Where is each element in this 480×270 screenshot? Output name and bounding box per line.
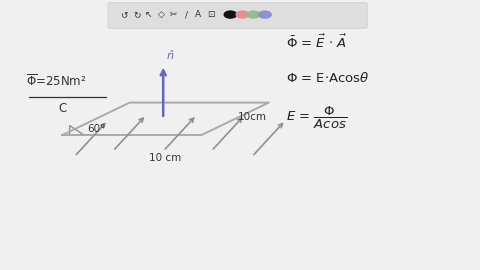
Circle shape	[236, 11, 249, 18]
Text: n̂: n̂	[167, 51, 174, 61]
Text: $\bar{\Phi}$ = $\vec{E}$ $\cdot$ $\vec{A}$: $\bar{\Phi}$ = $\vec{E}$ $\cdot$ $\vec{A…	[286, 33, 347, 50]
Text: ✂: ✂	[170, 10, 178, 19]
Text: A: A	[195, 10, 201, 19]
Text: $E$ = $\dfrac{\Phi}{Acos}$: $E$ = $\dfrac{\Phi}{Acos}$	[286, 104, 347, 130]
Text: $\overline{\Phi}$=25Nm²: $\overline{\Phi}$=25Nm²	[26, 73, 87, 89]
Text: ⊡: ⊡	[207, 10, 215, 19]
Text: 10cm: 10cm	[238, 112, 266, 123]
Text: ↻: ↻	[133, 10, 141, 19]
Circle shape	[259, 11, 271, 18]
Text: /: /	[185, 10, 188, 19]
FancyBboxPatch shape	[108, 3, 367, 28]
Text: C: C	[58, 102, 67, 114]
Circle shape	[247, 11, 260, 18]
Circle shape	[224, 11, 237, 18]
Text: 60°: 60°	[87, 123, 106, 134]
Text: ↖: ↖	[145, 10, 153, 19]
Text: ↺: ↺	[120, 10, 128, 19]
Text: ◇: ◇	[158, 10, 165, 19]
Text: 10 cm: 10 cm	[149, 153, 182, 163]
Text: $\Phi$ = E$\cdot$Acos$\theta$: $\Phi$ = E$\cdot$Acos$\theta$	[286, 71, 369, 85]
